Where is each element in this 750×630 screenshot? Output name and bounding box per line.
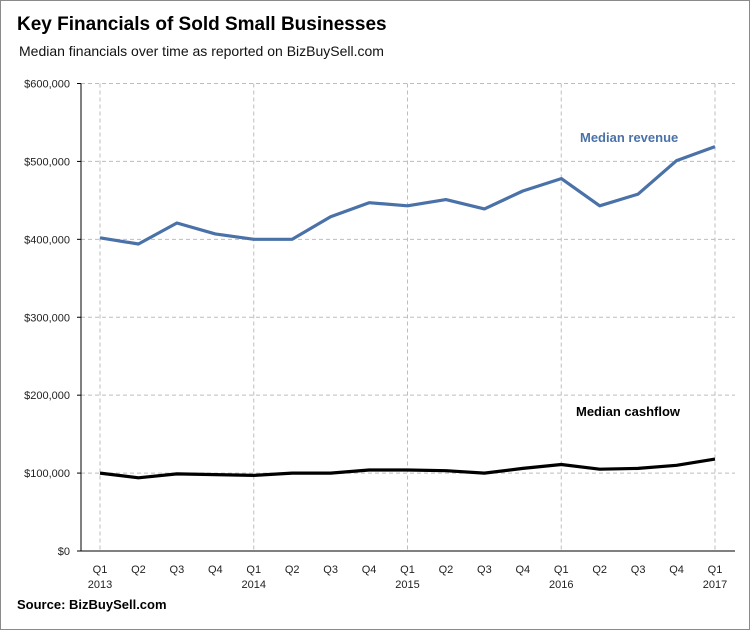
x-tick-label: Q2: [285, 564, 300, 576]
y-tick-label: $100,000: [24, 468, 70, 480]
grid: [81, 83, 735, 551]
series-line-median-revenue: [99, 145, 716, 246]
series-label-median-cashflow: Median cashflow: [576, 404, 681, 419]
x-tick-label: Q1: [246, 564, 261, 576]
x-tick-year-label: 2015: [395, 579, 419, 591]
x-tick-label: Q2: [439, 564, 454, 576]
x-tick-label: Q1: [708, 564, 723, 576]
y-tick-label: $400,000: [24, 234, 70, 246]
x-tick-label: Q4: [669, 564, 684, 576]
series-line-median-cashflow: [99, 457, 716, 480]
series-lines: [99, 145, 716, 480]
x-tick-year-label: 2014: [242, 579, 266, 591]
x-tick-label: Q3: [170, 564, 185, 576]
x-tick-label: Q1: [554, 564, 569, 576]
x-tick-label: Q3: [631, 564, 646, 576]
chart-source: Source: BizBuySell.com: [17, 597, 167, 612]
y-tick-label: $300,000: [24, 312, 70, 324]
x-tick-label: Q2: [592, 564, 607, 576]
y-tick-label: $200,000: [24, 390, 70, 402]
chart-subtitle: Median financials over time as reported …: [19, 43, 384, 59]
x-tick-label: Q3: [477, 564, 492, 576]
chart-title: Key Financials of Sold Small Businesses: [17, 14, 387, 35]
x-tick-label: Q4: [362, 564, 377, 576]
y-tick-label: $0: [58, 546, 70, 558]
x-tick-label: Q4: [208, 564, 223, 576]
x-tick-label: Q1: [400, 564, 415, 576]
x-tick-label: Q2: [131, 564, 146, 576]
x-tick-year-label: 2017: [703, 579, 727, 591]
y-axis-ticks: $0 $100,000 $200,000 $300,000 $400,000 $500,0…: [24, 79, 81, 558]
x-tick-year-label: 2016: [549, 579, 573, 591]
x-tick-label: Q3: [323, 564, 338, 576]
x-axis-ticks: Q1 2013 Q2 Q3 Q4 Q1 2014 Q2 Q3 Q4 Q1 2015 Q2 Q3 Q4 Q1 20…: [88, 564, 727, 591]
x-tick-label: Q4: [515, 564, 530, 576]
y-tick-label: $500,000: [24, 156, 70, 168]
x-tick-label: Q1: [93, 564, 108, 576]
x-tick-year-label: 2013: [88, 579, 112, 591]
series-label-median-revenue: Median revenue: [580, 130, 678, 145]
y-tick-label: $600,000: [24, 79, 70, 91]
